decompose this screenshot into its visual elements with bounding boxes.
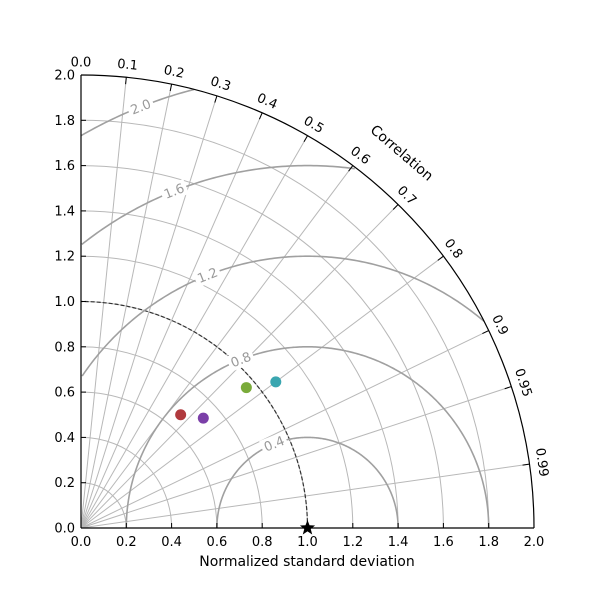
y-tick-label: 0.2 — [54, 476, 75, 491]
correlation-tick-label: 0.9 — [488, 313, 511, 338]
correlation-tick-label: 0.2 — [162, 63, 185, 82]
y-tick-label: 0.0 — [54, 522, 75, 537]
correlation-tick-label: 0.95 — [511, 367, 534, 399]
rms-label-background — [259, 431, 290, 456]
correlation-tick-label: 0.4 — [255, 91, 280, 113]
y-tick-label: 0.4 — [54, 431, 75, 446]
y-tick-label: 1.0 — [54, 295, 75, 310]
rms-label-background — [225, 347, 256, 372]
x-axis-label: Normalized standard deviation — [199, 554, 414, 570]
tick-labels: 0.00.0 0.2 0.2 0.4 0.4 0.6 0.6 0.8 0.8 1.0 1.0 1.2 1… — [54, 69, 544, 551]
correlation-tick — [504, 386, 512, 390]
correlation-grid-line — [80, 386, 512, 529]
data-points — [175, 376, 316, 535]
std-grid-arc — [80, 210, 399, 529]
rms-label-background — [192, 263, 223, 288]
y-tick-label: 0.6 — [54, 386, 75, 401]
rms-label: 0.4 — [262, 434, 287, 456]
rms-label-background — [159, 178, 190, 204]
grid-lines — [80, 75, 530, 529]
y-tick-label: 1.2 — [54, 250, 75, 265]
x-tick-label: 2.0 — [524, 535, 545, 550]
std-grid-arc — [80, 255, 354, 529]
rms-contour — [125, 345, 490, 529]
correlation-tick-label: 0.0 — [71, 56, 92, 71]
correlation-tick — [125, 77, 127, 85]
rms-label: 0.8 — [229, 350, 254, 372]
correlation-tick-label: 0.1 — [116, 57, 138, 74]
correlation-tick — [303, 135, 308, 143]
data-point — [240, 382, 252, 394]
y-tick-label: 1.6 — [54, 159, 75, 174]
correlation-grid-line — [80, 84, 173, 529]
reference-star — [299, 520, 316, 535]
correlation-tick — [522, 463, 530, 466]
rms-contour — [81, 255, 485, 377]
correlation-tick — [482, 330, 489, 335]
rms-label: 1.2 — [195, 265, 220, 287]
x-tick-label: 0.2 — [116, 535, 137, 550]
correlation-tick — [169, 84, 173, 92]
rms-label: 1.6 — [162, 181, 187, 203]
correlation-grid-line — [80, 95, 218, 529]
rms-contour — [216, 436, 399, 528]
correlation-tick — [214, 95, 218, 103]
correlation-grid-line — [80, 112, 263, 529]
y-tick-label: 2.0 — [54, 69, 75, 84]
axes-frame — [80, 74, 535, 529]
y-tick-label: 1.8 — [54, 114, 75, 129]
correlation-tick-label: 0.3 — [208, 74, 232, 95]
std-grid-arc — [80, 346, 263, 529]
y-tick-label: 0.8 — [54, 340, 75, 355]
rms-label-background — [125, 94, 156, 120]
x-tick-label: 1.2 — [342, 535, 363, 550]
correlation-axis-label: Correlation — [367, 122, 436, 184]
x-tick-label: 0.6 — [207, 535, 228, 550]
std-grid-arc — [80, 119, 490, 529]
rms-label: 2.0 — [129, 97, 154, 119]
data-point — [197, 412, 209, 424]
rms-contours: 0.4 0.8 1.2 1.6 2.0 — [80, 88, 490, 529]
x-tick-label: 1.6 — [433, 535, 454, 550]
std-grid-arc — [80, 165, 444, 529]
x-tick-label: 0.0 — [71, 535, 92, 550]
outer-arc — [80, 74, 535, 529]
data-point — [270, 376, 282, 388]
data-point — [175, 409, 187, 421]
y-tick-label: 1.4 — [54, 204, 75, 219]
x-tick-label: 1.4 — [388, 535, 409, 550]
x-tick-label: 0.8 — [252, 535, 273, 550]
correlation-tick — [258, 112, 263, 120]
correlation-tick — [392, 204, 399, 210]
correlation-tick-label: 0.99 — [532, 447, 551, 478]
x-tick-label: 1.8 — [478, 535, 499, 550]
x-tick-label: 1.0 — [297, 535, 318, 550]
correlation-tick — [437, 255, 444, 261]
rms-contour — [81, 164, 355, 246]
correlation-tick — [348, 165, 354, 172]
correlation-grid-line — [80, 165, 354, 529]
correlation-ticks: 0.0 0.1 0.20.30.40.50.60.70.80.90.950.99 — [71, 56, 551, 478]
x-tick-label: 0.4 — [161, 535, 182, 550]
std-grid-arc — [80, 391, 218, 529]
